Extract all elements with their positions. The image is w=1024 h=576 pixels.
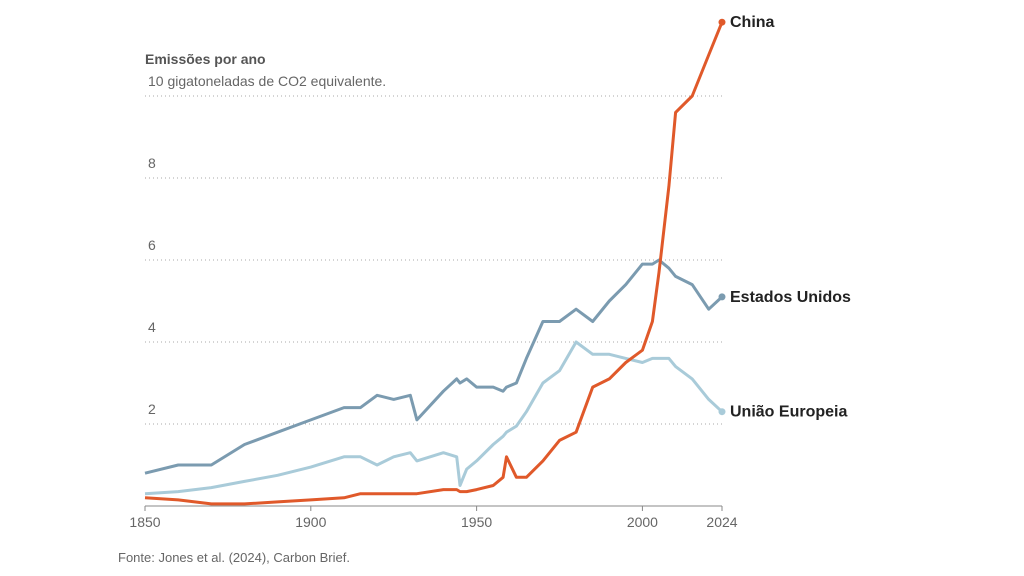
y-tick-label: 4 bbox=[148, 319, 156, 335]
end-dot bbox=[718, 408, 726, 416]
series-label: China bbox=[730, 14, 775, 31]
x-tick-label: 1850 bbox=[129, 514, 160, 530]
chart-title: Emissões por ano bbox=[145, 51, 266, 67]
series-label: Estados Unidos bbox=[730, 289, 851, 306]
y-tick-label: 10 gigatoneladas de CO2 equivalente. bbox=[148, 73, 386, 89]
end-dot bbox=[718, 293, 726, 301]
y-tick-label: 2 bbox=[148, 401, 156, 417]
x-tick-label: 1950 bbox=[461, 514, 492, 530]
series-line bbox=[144, 21, 724, 506]
y-tick-label: 6 bbox=[148, 237, 156, 253]
series-line bbox=[144, 258, 724, 475]
series-label: União Europeia bbox=[730, 404, 847, 421]
x-tick-label: 1900 bbox=[295, 514, 326, 530]
source: Fonte: Jones et al. (2024), Carbon Brief… bbox=[118, 550, 350, 565]
x-tick-label: 2000 bbox=[627, 514, 658, 530]
series-line bbox=[144, 340, 724, 496]
x-tick-label: 2024 bbox=[706, 514, 737, 530]
y-tick-label: 8 bbox=[148, 155, 156, 171]
end-dot bbox=[718, 18, 726, 26]
